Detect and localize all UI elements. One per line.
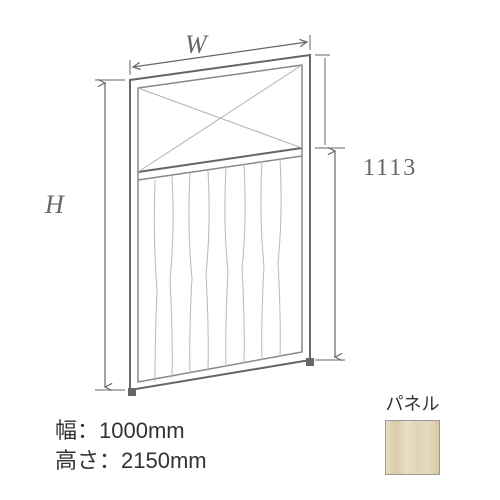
inner-height-dimension-label: 1113: [363, 155, 417, 182]
width-dimension-label: W: [185, 30, 207, 60]
spec-height-label: 高さ：: [55, 448, 121, 473]
spec-width-label: 幅：: [55, 418, 99, 443]
technical-drawing: [60, 20, 380, 400]
spec-width-row: 幅：1000mm: [55, 413, 185, 445]
spec-height-value: 2150mm: [121, 448, 207, 473]
height-dimension-label: H: [45, 190, 64, 220]
spec-width-value: 1000mm: [99, 418, 185, 443]
swatch-wood-texture: [385, 420, 440, 475]
swatch-label: パネル: [385, 390, 440, 416]
panel-diagram-svg: [60, 20, 380, 400]
spec-height-row: 高さ：2150mm: [55, 443, 207, 475]
material-swatch: パネル: [385, 390, 440, 475]
